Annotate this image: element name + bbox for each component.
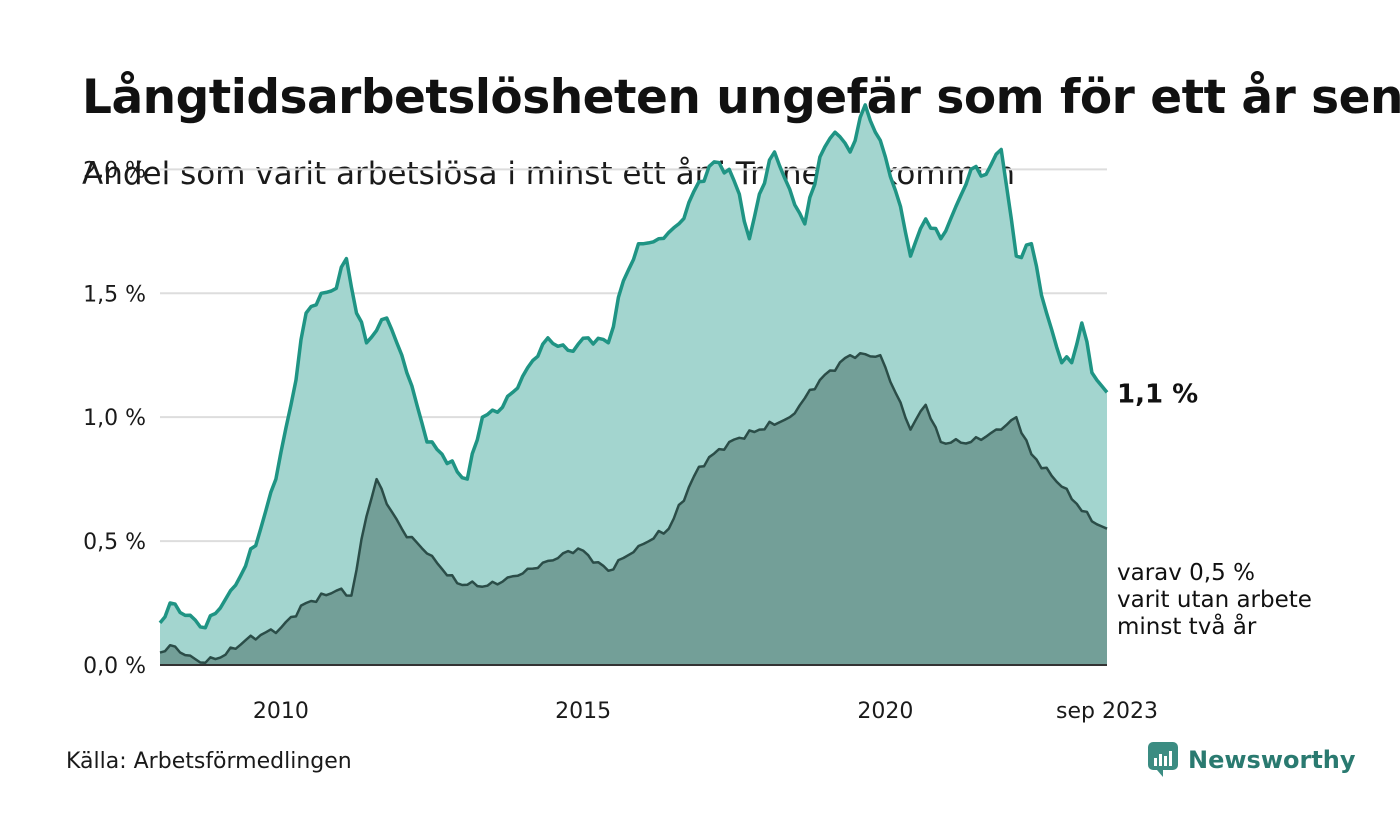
y-tick-label: 0,0 % <box>83 654 146 679</box>
y-tick-label: 1,5 % <box>83 282 146 307</box>
x-tick-label: 2015 <box>555 699 611 724</box>
newsworthy-logo[interactable]: Newsworthy <box>1148 742 1356 778</box>
x-tick-label: 2010 <box>253 699 309 724</box>
series-minst-tva-ar-line <box>159 351 1108 665</box>
series-minst-ett-ar-line <box>158 103 1109 630</box>
y-tick-label: 2,0 % <box>83 158 146 183</box>
series-sub-label: varav 0,5 % <box>1117 560 1255 586</box>
bar-chart-icon <box>1148 742 1178 777</box>
series-sub-label: minst två år <box>1117 612 1257 640</box>
x-tick-label: sep 2023 <box>1056 699 1158 724</box>
series-minst-tva-ar-area <box>160 353 1107 665</box>
x-tick-label: 2020 <box>857 699 913 724</box>
y-tick-label: 1,0 % <box>83 406 146 431</box>
y-tick-label: 0,5 % <box>83 530 146 555</box>
series-end-label: 1,1 % <box>1117 379 1198 409</box>
brand-name: Newsworthy <box>1188 746 1356 774</box>
series-sub-label: varit utan arbete <box>1117 587 1312 613</box>
chart-title: Långtidsarbetslösheten ungefär som för e… <box>82 70 1400 125</box>
area-series <box>158 103 1109 665</box>
axes: 0,0 % 0,5 % 1,0 % 1,5 % 2,0 % 2010 2015 2020 sep… <box>83 158 1158 724</box>
source-note: Källa: Arbetsförmedlingen <box>66 749 352 774</box>
